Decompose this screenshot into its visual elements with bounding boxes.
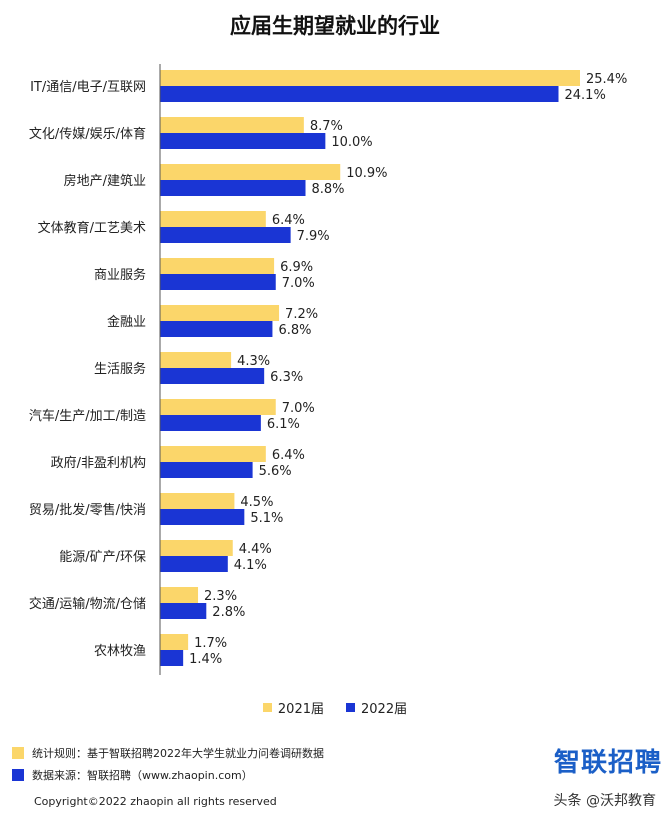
data-label: 8.7%: [310, 119, 343, 134]
category-label: 汽车/生产/加工/制造: [29, 408, 146, 424]
data-label: 10.9%: [346, 166, 387, 181]
category-label: 文化/传媒/娱乐/体育: [29, 126, 146, 142]
chart-title: 应届生期望就业的行业: [230, 14, 440, 38]
data-label: 6.4%: [272, 448, 305, 463]
data-label: 7.9%: [297, 229, 330, 244]
bar-2022: [160, 86, 559, 102]
watermark: 头条 @沃邦教育: [553, 793, 656, 809]
data-label: 4.4%: [239, 542, 272, 557]
bar-2022: [160, 321, 273, 337]
bar-2022: [160, 180, 306, 196]
data-label: 7.0%: [282, 276, 315, 291]
data-label: 5.1%: [250, 511, 283, 526]
bar-2021: [160, 258, 275, 274]
note-rule-swatch: [12, 747, 24, 759]
data-label: 6.3%: [270, 370, 303, 385]
bar-2022: [160, 368, 265, 384]
legend-item-2022: 2022届: [346, 698, 407, 717]
data-label: 6.8%: [278, 323, 311, 338]
bar-2022: [160, 462, 253, 478]
data-label: 1.4%: [189, 652, 222, 667]
category-label: 贸易/批发/零售/快消: [29, 502, 146, 518]
bar-2021: [160, 540, 233, 556]
category-label: 生活服务: [94, 361, 146, 377]
category-label: 金融业: [107, 314, 146, 330]
bar-2022: [160, 650, 184, 666]
bar-2021: [160, 493, 235, 509]
bar-2022: [160, 133, 326, 149]
data-label: 6.9%: [280, 260, 313, 275]
data-label: 2.8%: [212, 605, 245, 620]
note-rule-text: 统计规则：基于智联招聘2022年大学生就业力问卷调研数据: [32, 747, 324, 760]
bar-2022: [160, 556, 228, 572]
bar-2021: [160, 70, 580, 86]
legend-swatch-2021: [262, 703, 272, 712]
bar-2022: [160, 274, 276, 290]
note-rule: 统计规则：基于智联招聘2022年大学生就业力问卷调研数据: [12, 742, 324, 764]
legend-swatch-2022: [346, 703, 355, 712]
data-label: 5.6%: [259, 464, 292, 479]
data-label: 7.0%: [282, 401, 315, 416]
footnotes: 统计规则：基于智联招聘2022年大学生就业力问卷调研数据 数据来源：智联招聘（w…: [12, 742, 324, 786]
bar-2021: [160, 211, 266, 227]
bar-2022: [160, 509, 245, 525]
category-label: 商业服务: [94, 267, 146, 283]
bar-2021: [160, 164, 341, 180]
category-label: 政府/非盈利机构: [51, 456, 146, 471]
bar-2021: [160, 305, 280, 321]
category-label: 交通/运输/物流/仓储: [29, 596, 146, 612]
data-label: 6.1%: [267, 417, 300, 432]
note-source-text: 数据来源：智联招聘（www.zhaopin.com）: [32, 769, 253, 782]
bar-2021: [160, 117, 304, 133]
copyright: Copyright©2022 zhaopin all rights reserv…: [34, 795, 277, 808]
legend-label-2021: 2021届: [277, 702, 324, 717]
data-label: 6.4%: [272, 213, 305, 228]
bar-2021: [160, 587, 199, 603]
data-label: 7.2%: [285, 307, 318, 322]
note-source-swatch: [12, 769, 24, 781]
bar-2021: [160, 446, 266, 462]
bar-2021: [160, 634, 189, 650]
legend-label-2022: 2022届: [361, 702, 408, 717]
bar-chart: IT/通信/电子/互联网25.4%24.1%文化/传媒/娱乐/体育8.7%10.…: [29, 64, 627, 675]
bar-2022: [160, 227, 291, 243]
data-label: 4.3%: [237, 354, 270, 369]
category-label: 农林牧渔: [94, 644, 146, 659]
data-label: 8.8%: [312, 182, 345, 197]
category-label: IT/通信/电子/互联网: [30, 80, 146, 95]
category-label: 文体教育/工艺美术: [38, 220, 146, 236]
data-label: 10.0%: [331, 135, 372, 150]
brand-logo: 智联招聘: [553, 748, 662, 778]
bar-2021: [160, 352, 232, 368]
bar-2022: [160, 415, 261, 431]
data-label: 1.7%: [194, 636, 227, 651]
category-label: 房地产/建筑业: [64, 173, 146, 189]
legend: 2021届 2022届: [0, 698, 670, 717]
note-source: 数据来源：智联招聘（www.zhaopin.com）: [12, 764, 324, 786]
bar-2022: [160, 603, 207, 619]
data-label: 4.5%: [240, 495, 273, 510]
data-label: 24.1%: [565, 88, 606, 103]
bar-2021: [160, 399, 276, 415]
data-label: 4.1%: [234, 558, 267, 573]
data-label: 25.4%: [586, 72, 627, 87]
legend-item-2021: 2021届: [262, 698, 324, 717]
data-label: 2.3%: [204, 589, 237, 604]
category-label: 能源/矿产/环保: [59, 550, 146, 565]
